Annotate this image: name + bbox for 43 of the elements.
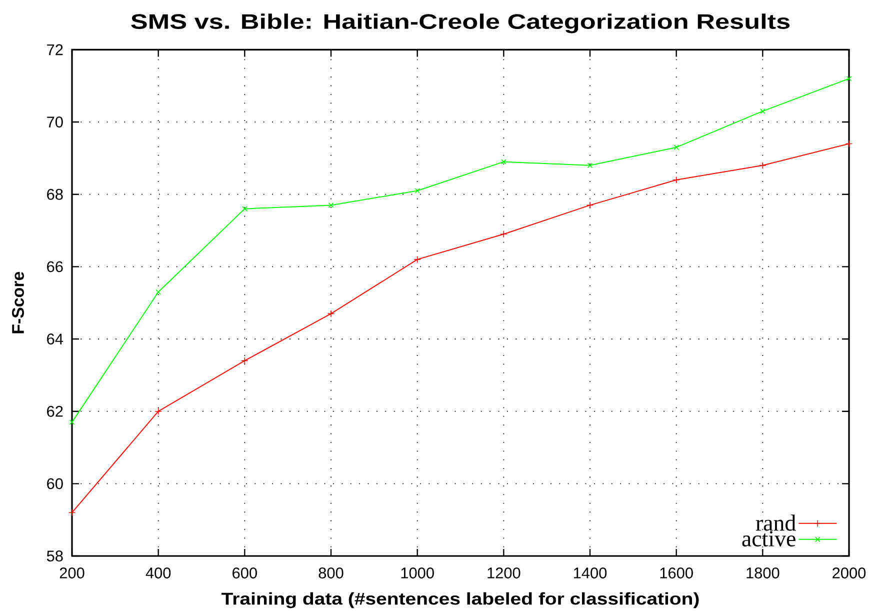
chart-title: SMS vs. Bible: Haitian-Creole Categorization Results bbox=[131, 14, 790, 34]
x-tick-label: 1000 bbox=[401, 568, 434, 578]
y-tick-label: 68 bbox=[47, 188, 63, 200]
point bbox=[328, 202, 334, 208]
x-tick-label: 1800 bbox=[746, 568, 780, 578]
point bbox=[501, 159, 506, 164]
point bbox=[587, 162, 593, 168]
y-tick-label: 66 bbox=[47, 261, 63, 272]
y-tick-label: 72 bbox=[47, 44, 63, 56]
point bbox=[414, 188, 420, 194]
y-axis-title: F-Score bbox=[12, 272, 24, 334]
point bbox=[327, 310, 335, 318]
point bbox=[759, 162, 766, 170]
point bbox=[68, 509, 76, 516]
point bbox=[672, 176, 680, 184]
x-tick-label: 1600 bbox=[660, 568, 693, 578]
x-tick-label: 2000 bbox=[832, 568, 866, 578]
legend-label: active bbox=[742, 531, 796, 546]
point bbox=[846, 76, 852, 82]
point bbox=[500, 230, 508, 238]
y-tick-label: 62 bbox=[47, 406, 63, 417]
y-tick-label: 70 bbox=[47, 116, 63, 128]
x-axis-title: Training data (#sentences labeled for classification) bbox=[222, 592, 699, 608]
point bbox=[414, 256, 421, 264]
point bbox=[586, 202, 594, 209]
point bbox=[69, 420, 75, 425]
x-tick-label: 1200 bbox=[488, 568, 520, 578]
x-tick-label: 800 bbox=[318, 568, 344, 578]
x-tick-label: 600 bbox=[232, 568, 257, 578]
y-tick-label: 58 bbox=[46, 550, 63, 562]
x-tick-label: 1400 bbox=[574, 568, 607, 578]
y-tick-label: 64 bbox=[47, 334, 64, 344]
x-tick-label: 400 bbox=[146, 568, 171, 578]
point bbox=[154, 408, 162, 415]
legend-label: rand bbox=[756, 514, 796, 531]
point bbox=[156, 289, 161, 295]
point bbox=[760, 108, 766, 114]
point bbox=[674, 144, 679, 150]
x-tick-label: 200 bbox=[60, 568, 84, 578]
y-tick-label: 60 bbox=[47, 478, 63, 490]
point bbox=[845, 140, 853, 148]
point bbox=[241, 357, 248, 364]
point bbox=[242, 206, 248, 212]
